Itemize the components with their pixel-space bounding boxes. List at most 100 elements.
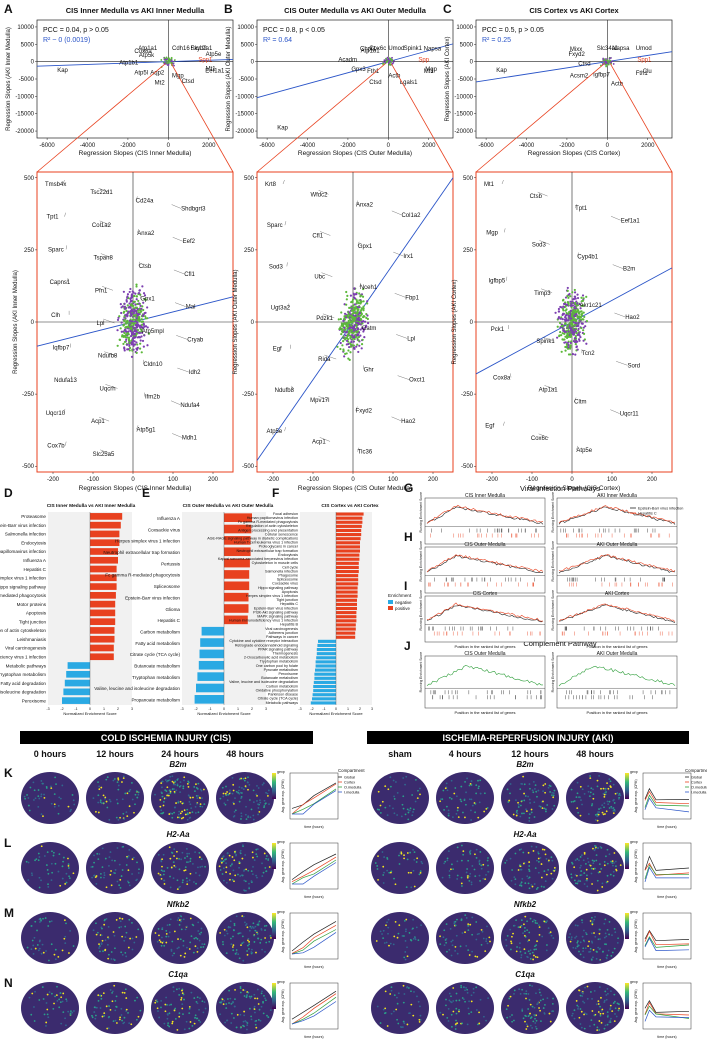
expression-spot bbox=[599, 1005, 601, 1008]
expression-spot bbox=[39, 939, 41, 942]
data-point bbox=[130, 324, 133, 327]
expression-spot bbox=[451, 944, 454, 947]
expression-spot bbox=[228, 989, 231, 992]
expression-spot bbox=[199, 797, 201, 800]
data-point bbox=[126, 312, 129, 315]
expression-spot bbox=[513, 1019, 515, 1022]
expression-spot bbox=[100, 926, 103, 929]
expression-spot bbox=[62, 992, 65, 995]
expression-spot bbox=[469, 852, 472, 855]
expression-spot bbox=[457, 816, 460, 819]
data-point bbox=[140, 310, 143, 313]
expression-spot bbox=[186, 855, 189, 858]
expression-spot bbox=[462, 850, 465, 853]
expression-spot bbox=[580, 1026, 583, 1029]
expression-spot bbox=[456, 878, 459, 880]
data-point bbox=[345, 290, 348, 294]
gene-label: Acsm2 bbox=[570, 74, 589, 80]
x-tick-label: 0 bbox=[606, 143, 610, 149]
expression-spot bbox=[247, 781, 249, 784]
data-point bbox=[132, 344, 135, 347]
expression-spot bbox=[111, 990, 114, 993]
data-point bbox=[345, 303, 348, 306]
expression-spot bbox=[478, 863, 481, 865]
data-point bbox=[144, 315, 147, 318]
expression-spot bbox=[240, 812, 243, 815]
expression-spot bbox=[259, 801, 262, 804]
expression-spot bbox=[515, 811, 518, 813]
expression-spot bbox=[584, 931, 587, 934]
expression-spot bbox=[176, 888, 179, 891]
expression-spot bbox=[478, 932, 480, 935]
expression-spot bbox=[528, 865, 531, 867]
expression-spot bbox=[384, 785, 387, 788]
data-point bbox=[135, 283, 138, 286]
data-point bbox=[347, 312, 350, 316]
expression-spot bbox=[603, 861, 606, 863]
expression-spot bbox=[160, 782, 163, 784]
expression-spot bbox=[573, 1009, 576, 1012]
expression-spot bbox=[46, 993, 49, 996]
expression-spot bbox=[59, 992, 62, 994]
expression-spot bbox=[421, 862, 424, 865]
data-point bbox=[128, 326, 131, 329]
expression-spot bbox=[406, 946, 408, 949]
expression-spot bbox=[95, 922, 97, 925]
gene-label: Igfbp5 bbox=[489, 279, 506, 285]
expression-spot bbox=[162, 804, 165, 807]
data-point bbox=[352, 304, 355, 307]
expression-spot bbox=[136, 996, 139, 999]
expression-spot bbox=[413, 991, 415, 993]
expression-spot bbox=[442, 789, 445, 792]
expression-spot bbox=[440, 798, 442, 801]
expression-spot bbox=[466, 991, 469, 994]
expression-spot bbox=[406, 808, 409, 811]
expression-spot bbox=[484, 878, 487, 881]
expression-spot bbox=[604, 990, 607, 993]
expression-spot bbox=[610, 954, 613, 957]
enrichment-bar bbox=[313, 684, 336, 689]
expression-spot bbox=[534, 1022, 537, 1024]
expression-spot bbox=[408, 932, 411, 934]
data-point bbox=[357, 308, 360, 311]
expression-spot bbox=[43, 1013, 46, 1016]
expression-spot bbox=[401, 1026, 404, 1028]
expression-spot bbox=[613, 993, 616, 996]
expression-spot bbox=[239, 791, 242, 794]
expression-spot bbox=[453, 922, 456, 925]
expression-spot bbox=[219, 1001, 221, 1004]
data-point bbox=[572, 327, 575, 330]
expression-spot bbox=[193, 997, 196, 999]
expression-spot bbox=[37, 789, 40, 791]
expression-spot bbox=[117, 778, 120, 781]
expression-spot bbox=[465, 791, 467, 794]
expression-spot bbox=[576, 924, 579, 927]
expression-spot bbox=[528, 870, 531, 872]
expression-spot bbox=[201, 865, 204, 868]
expression-spot bbox=[180, 858, 183, 861]
x-tick-label: 100 bbox=[168, 477, 179, 483]
gene-leader bbox=[393, 251, 404, 257]
expression-spot bbox=[505, 859, 508, 862]
expression-spot bbox=[590, 916, 593, 919]
expression-spot bbox=[197, 930, 200, 932]
expression-spot bbox=[378, 808, 381, 811]
expression-spot bbox=[586, 885, 589, 888]
colorbar bbox=[272, 773, 276, 799]
expression-spot bbox=[467, 949, 470, 952]
gene-leader bbox=[105, 384, 118, 389]
expression-spot bbox=[606, 782, 608, 785]
gene-leader bbox=[63, 408, 66, 413]
expression-spot bbox=[448, 874, 451, 877]
expression-spot bbox=[509, 792, 511, 795]
expression-spot bbox=[474, 853, 476, 856]
enrichment-bar bbox=[336, 606, 357, 611]
expression-spot bbox=[414, 938, 417, 941]
pathway-label: Epstein-Barr virus infection bbox=[0, 523, 46, 528]
data-point bbox=[572, 333, 575, 336]
expression-spot bbox=[204, 1007, 207, 1010]
enrichment-bar bbox=[90, 609, 116, 617]
expression-spot bbox=[169, 812, 172, 815]
expression-spot bbox=[183, 776, 186, 779]
expression-spot bbox=[464, 989, 466, 992]
